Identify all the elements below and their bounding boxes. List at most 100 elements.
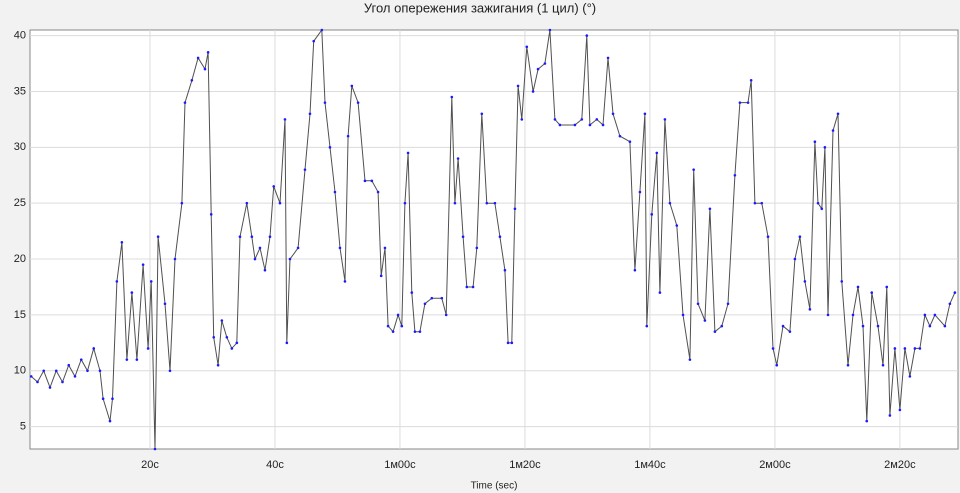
series-line: [30, 28, 956, 450]
data-point: [238, 235, 242, 239]
data-point: [876, 324, 880, 328]
data-point: [831, 129, 835, 132]
data-point: [766, 235, 770, 239]
data-point: [798, 235, 802, 239]
data-point: [135, 358, 139, 361]
data-point: [333, 190, 337, 194]
data-point: [343, 280, 347, 283]
data-point: [650, 213, 654, 216]
data-point: [943, 324, 947, 328]
data-point: [846, 363, 850, 367]
data-point: [391, 330, 395, 333]
y-tick-label: 10: [14, 365, 26, 377]
data-point: [953, 291, 957, 294]
data-point: [153, 447, 157, 451]
data-point: [253, 257, 257, 261]
data-point: [296, 246, 300, 250]
x-tick-label: 40с: [266, 459, 284, 471]
data-point: [400, 324, 404, 328]
plot-area: [29, 29, 959, 450]
data-point: [98, 369, 102, 373]
data-point: [141, 263, 145, 266]
data-point: [283, 118, 287, 121]
data-point: [749, 78, 753, 82]
data-point: [209, 213, 213, 216]
data-point: [125, 358, 129, 361]
data-point: [48, 386, 52, 389]
data-point: [573, 123, 577, 127]
y-tick-label: 35: [14, 85, 26, 97]
data-point: [203, 67, 207, 71]
data-point: [893, 347, 897, 350]
data-point: [245, 201, 249, 205]
data-point: [543, 62, 547, 65]
data-point: [720, 324, 724, 328]
data-point: [163, 302, 167, 306]
data-point: [108, 419, 112, 423]
data-point: [216, 363, 220, 367]
data-point: [803, 280, 807, 283]
data-point: [288, 257, 292, 261]
data-point: [898, 408, 902, 412]
data-point: [363, 179, 367, 183]
data-point: [480, 112, 484, 116]
data-point: [536, 67, 540, 71]
data-point: [520, 118, 524, 121]
data-point: [250, 235, 254, 239]
data-point: [525, 45, 529, 49]
data-point: [156, 235, 160, 239]
data-point: [601, 123, 605, 127]
data-point: [713, 330, 717, 333]
x-tick-label: 2м20с: [884, 459, 916, 471]
data-point: [708, 207, 712, 211]
data-point: [503, 268, 507, 272]
data-point: [738, 101, 742, 104]
data-point: [370, 179, 374, 183]
data-point: [212, 335, 216, 339]
data-point: [383, 246, 387, 250]
data-point: [840, 280, 844, 283]
data-point: [461, 235, 465, 239]
data-point: [885, 285, 889, 289]
data-point: [423, 302, 427, 306]
data-point: [338, 246, 342, 250]
data-point: [703, 319, 707, 322]
data-point: [856, 285, 860, 289]
data-point: [903, 347, 907, 350]
data-point: [92, 347, 96, 350]
data-point: [111, 397, 114, 401]
data-point: [149, 280, 153, 283]
data-point: [733, 173, 737, 177]
y-tick-label: 30: [14, 141, 26, 153]
data-point: [696, 302, 700, 306]
data-point: [675, 224, 679, 227]
data-point: [120, 240, 124, 244]
data-point: [870, 291, 874, 294]
y-tick-label: 25: [14, 197, 26, 209]
data-point: [278, 201, 282, 205]
data-point: [386, 324, 390, 328]
x-tick-label: 1м40с: [634, 459, 666, 471]
data-point: [115, 280, 119, 283]
data-point: [888, 414, 892, 417]
data-point: [146, 347, 150, 350]
data-point: [268, 235, 272, 239]
data-point: [516, 84, 520, 88]
data-point: [308, 112, 312, 116]
data-point: [531, 90, 535, 93]
data-point: [130, 291, 134, 294]
data-point: [753, 201, 757, 205]
data-point: [918, 347, 922, 350]
data-point: [410, 291, 414, 294]
data-point: [513, 207, 517, 211]
data-point: [350, 84, 354, 88]
data-point: [444, 313, 448, 317]
data-point: [403, 201, 407, 205]
y-tick-label: 20: [14, 253, 26, 265]
chart-title: Угол опережения зажигания (1 цил) (°): [364, 0, 596, 15]
data-point: [225, 335, 229, 339]
data-point: [440, 296, 444, 300]
data-point: [485, 201, 489, 205]
data-point: [913, 347, 917, 350]
data-point: [775, 363, 779, 367]
